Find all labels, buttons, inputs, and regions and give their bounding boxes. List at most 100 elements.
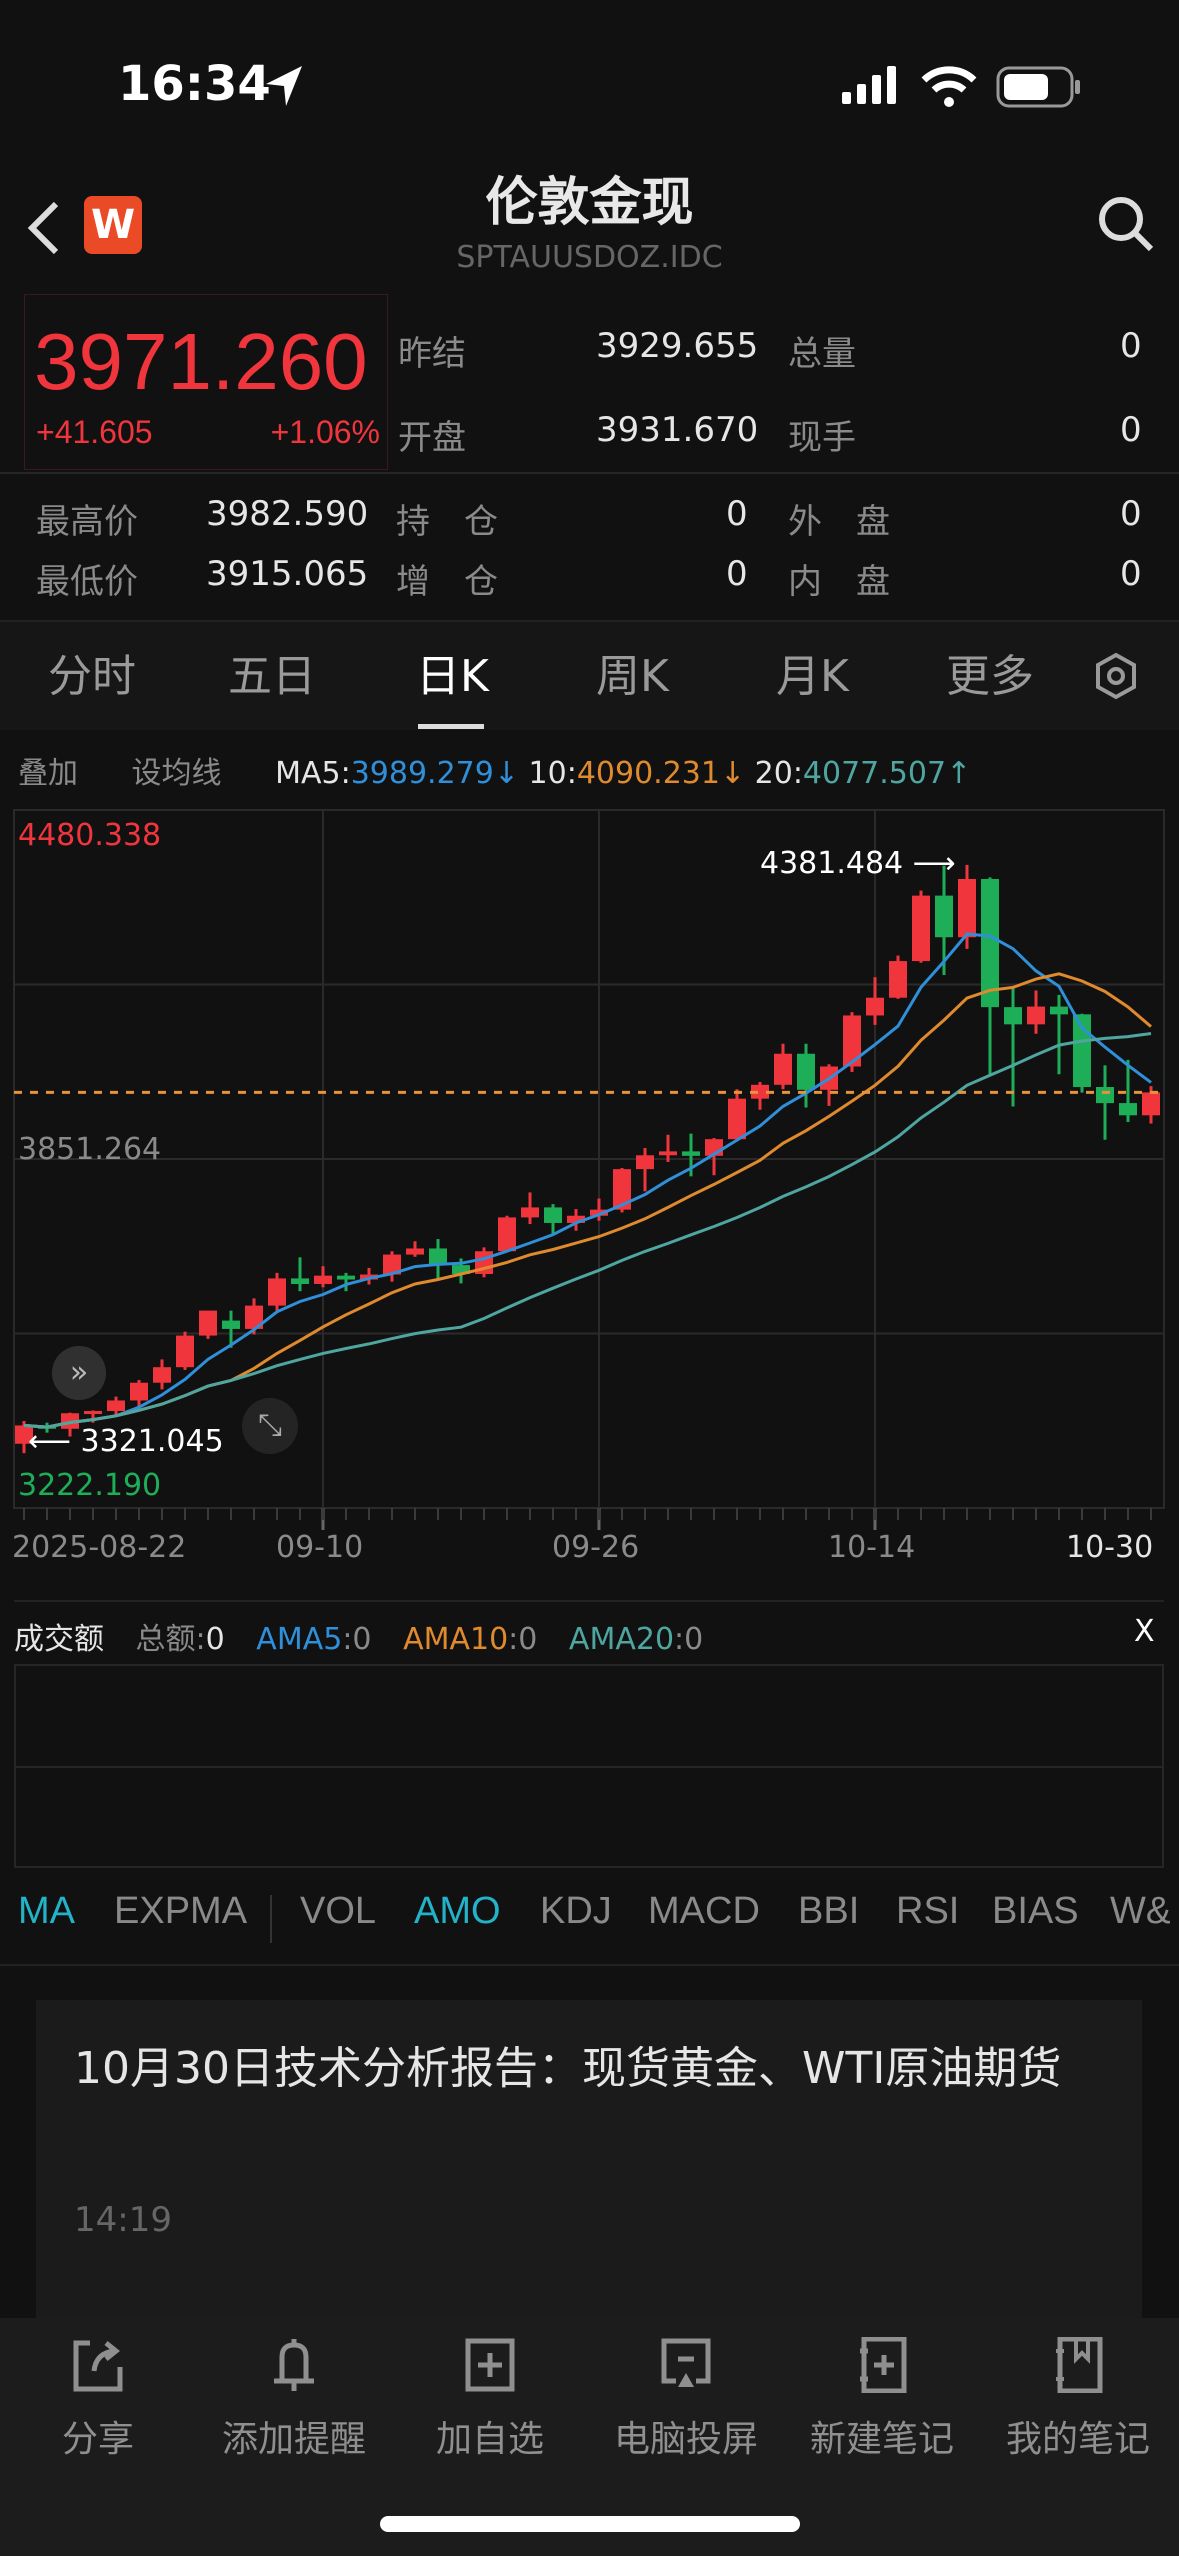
candle-body xyxy=(774,1053,792,1085)
candle-body xyxy=(912,895,930,962)
ama20-value: :0 xyxy=(674,1622,704,1657)
status-time: 16:34 xyxy=(118,56,271,112)
x-tick-0: 2025-08-22 xyxy=(12,1530,187,1565)
close-volume-button[interactable]: X xyxy=(1134,1614,1155,1649)
candle-body xyxy=(498,1217,516,1252)
share-button[interactable]: 分享 xyxy=(0,2330,196,2462)
y-min-label: 3222.190 xyxy=(18,1468,162,1503)
cast-icon xyxy=(661,2338,711,2387)
x-tick-4: 10-30 xyxy=(1066,1530,1154,1565)
settings-icon[interactable] xyxy=(1092,652,1140,700)
divider xyxy=(0,1964,1179,1966)
signal-icon xyxy=(842,66,896,104)
add-alert-button[interactable]: 添加提醒 xyxy=(196,2330,392,2462)
tab-daily-k[interactable]: 日K xyxy=(416,651,489,702)
news-title[interactable]: 10月30日技术分析报告：现货黄金、WTI原油期货 xyxy=(74,2043,1062,2094)
total-volume-value: 0 xyxy=(1120,326,1142,366)
fullscreen-icon[interactable]: ⤡ xyxy=(242,1398,298,1454)
tab-intraday[interactable]: 分时 xyxy=(48,651,136,702)
low-value: 3915.065 xyxy=(206,554,369,594)
instrument-code: SPTAUUSDOZ.IDC xyxy=(456,240,723,275)
prev-close-label: 昨结 xyxy=(398,334,466,374)
candle-body xyxy=(176,1335,194,1368)
open-value: 3931.670 xyxy=(596,410,759,450)
outer-value: 0 xyxy=(1120,494,1142,534)
news-card[interactable]: 10月30日技术分析报告：现货黄金、WTI原油期货 14:19 xyxy=(36,2000,1142,2340)
volume-total-value: 0 xyxy=(205,1622,225,1657)
bell-icon xyxy=(274,2339,314,2391)
indicator-wr[interactable]: W&R xyxy=(1110,1890,1170,1932)
high-value: 3982.590 xyxy=(206,494,369,534)
candle-body xyxy=(199,1310,217,1336)
hold-value: 0 xyxy=(726,494,748,534)
prev-close-value: 3929.655 xyxy=(596,326,759,366)
indicator-kdj[interactable]: KDJ xyxy=(540,1890,612,1932)
search-icon[interactable] xyxy=(1096,194,1156,254)
ma10-label: 10: xyxy=(528,756,577,791)
indicator-rsi[interactable]: RSI xyxy=(896,1890,960,1932)
indicator-expma[interactable]: EXPMA xyxy=(114,1890,248,1932)
indicator-amo[interactable]: AMO xyxy=(414,1890,501,1932)
tab-5day[interactable]: 五日 xyxy=(228,651,316,702)
notebook-icon xyxy=(1056,2337,1103,2393)
candle-body xyxy=(1050,1006,1068,1015)
candle-body xyxy=(567,1215,585,1223)
indicator-bbi[interactable]: BBI xyxy=(798,1890,860,1932)
candle-body xyxy=(659,1151,677,1156)
current-volume-label: 现手 xyxy=(788,418,856,458)
tab-monthly-k[interactable]: 月K xyxy=(776,651,849,702)
set-ma-button[interactable]: 设均线 xyxy=(131,756,222,791)
last-price: 3971.260 xyxy=(34,317,368,406)
ama5-label: AMA5 xyxy=(256,1622,343,1657)
candle-body xyxy=(590,1209,608,1216)
news-time: 14:19 xyxy=(74,2200,172,2240)
candle-body xyxy=(153,1367,171,1383)
inner-label: 内 盘 xyxy=(788,562,890,602)
ama10-label: AMA10 xyxy=(403,1622,509,1657)
add-alert-label: 添加提醒 xyxy=(221,2419,366,2460)
candle-body xyxy=(1119,1103,1137,1116)
candle-body xyxy=(1004,1007,1022,1025)
indicator-bias[interactable]: BIAS xyxy=(992,1890,1079,1932)
candle-body xyxy=(291,1278,309,1284)
candle-body xyxy=(866,997,884,1016)
tab-weekly-k[interactable]: 周K xyxy=(596,651,669,702)
candle-body xyxy=(521,1207,539,1218)
low-annotation: ⟵ 3321.045 xyxy=(28,1424,224,1459)
x-tick-1: 09-10 xyxy=(276,1530,364,1565)
candle-body xyxy=(15,1425,33,1444)
back-icon[interactable] xyxy=(26,200,62,256)
candle-body xyxy=(751,1084,769,1099)
page-title: 伦敦金现 xyxy=(485,173,694,233)
y-mid-label: 3851.264 xyxy=(18,1132,162,1167)
active-tab-indicator xyxy=(418,724,484,729)
indicator-vol[interactable]: VOL xyxy=(300,1890,377,1932)
candle-body xyxy=(935,895,953,938)
screen-cast-button[interactable]: 电脑投屏 xyxy=(588,2330,784,2462)
indicator-ma[interactable]: MA xyxy=(18,1890,75,1932)
candle-body xyxy=(383,1254,401,1275)
add-watchlist-button[interactable]: 加自选 xyxy=(392,2330,588,2462)
candle-body xyxy=(728,1098,746,1140)
new-note-label: 新建笔记 xyxy=(809,2419,954,2460)
share-icon xyxy=(73,2340,123,2392)
candle-body xyxy=(337,1275,355,1280)
candle-body xyxy=(843,1015,861,1067)
candle-body xyxy=(1096,1087,1114,1104)
candle-body xyxy=(130,1382,148,1401)
candlestick-chart[interactable] xyxy=(0,790,1179,1580)
ma-bar: 叠加 设均线 MA5:3989.279↓ 10:4090.231↓ 20:407… xyxy=(18,748,971,792)
volume-header: 成交额 总额:0 AMA5:0 AMA10:0 AMA20:0 xyxy=(14,1614,703,1658)
my-notes-button[interactable]: 我的笔记 xyxy=(980,2330,1176,2462)
tab-more[interactable]: 更多 xyxy=(946,651,1034,702)
candle-body xyxy=(889,961,907,998)
price-change-pct: +1.06% xyxy=(270,414,380,450)
candle-body xyxy=(268,1278,286,1306)
total-volume-label: 总量 xyxy=(788,334,856,374)
indicator-macd[interactable]: MACD xyxy=(648,1890,760,1932)
overlay-button[interactable]: 叠加 xyxy=(18,756,78,791)
new-note-button[interactable]: 新建笔记 xyxy=(784,2330,980,2462)
candle-body xyxy=(797,1053,815,1090)
ma20-label: 20: xyxy=(754,756,803,791)
scroll-right-button[interactable]: » xyxy=(52,1346,106,1400)
